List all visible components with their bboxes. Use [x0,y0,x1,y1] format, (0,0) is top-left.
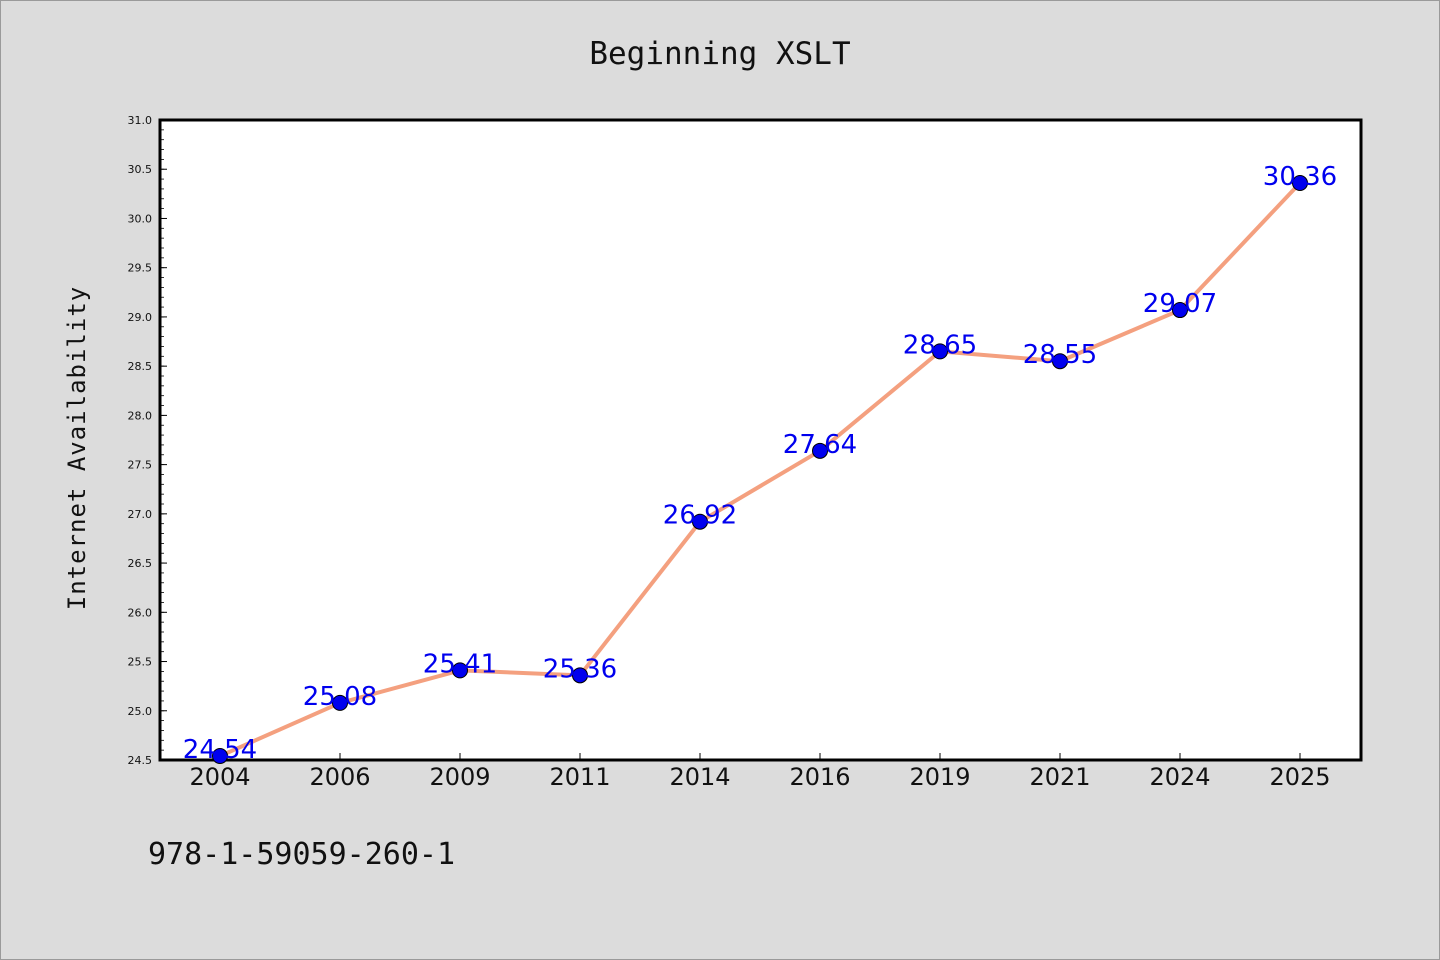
y-axis-label: Internet Availability [63,286,91,610]
data-label: 25.08 [303,682,377,712]
y-tick-label: 24.5 [128,754,153,767]
y-tick-label: 30.0 [128,212,153,225]
data-label: 24.54 [183,735,257,765]
data-point [332,694,348,711]
x-tick-label: 2024 [1149,763,1210,791]
data-label: 29.07 [1143,289,1217,319]
x-tick-label: 2004 [189,763,250,791]
y-tick-label: 25.5 [128,656,153,669]
data-point [572,667,588,684]
x-tick-label: 2016 [789,763,850,791]
plot-area [158,118,1363,762]
x-axis-ticks: 2004 2006 2009 2011 2014 2016 2019 2021 2024 2025 [189,753,1331,791]
x-tick-label: 2021 [1029,763,1090,791]
y-tick-label: 31.0 [128,114,153,127]
data-point [212,748,228,765]
series-layer [212,175,1308,765]
data-label: 25.41 [423,649,497,679]
x-tick-label: 2006 [309,763,370,791]
data-label: 27.64 [783,430,857,460]
data-point [812,442,828,459]
data-label: 28.55 [1023,340,1097,370]
y-tick-label: 28.0 [128,409,153,422]
data-label: 25.36 [543,654,617,684]
data-label: 30.36 [1263,162,1337,192]
y-tick-label: 26.0 [128,606,153,619]
y-tick-label: 28.5 [128,360,153,373]
data-point [932,343,948,360]
y-tick-label: 29.0 [128,311,153,324]
x-tick-label: 2009 [429,763,490,791]
x-tick-label: 2025 [1269,763,1330,791]
data-point [1172,302,1188,319]
data-point [1292,175,1308,192]
data-labels: 24.54 25.08 25.41 25.36 26.92 27.64 28.65 28.55… [183,162,1337,765]
chart-title: Beginning XSLT [589,36,850,72]
x-tick-label: 2011 [549,763,610,791]
y-tick-label: 26.5 [128,557,153,570]
y-tick-label: 30.5 [128,163,153,176]
y-axis-ticks: 24.5 25.0 25.5 26.0 26.5 27.0 27.5 28.0 28.5 29.0… [128,114,167,767]
data-label: 28.65 [903,330,977,360]
y-tick-label: 27.0 [128,508,153,521]
data-point [692,513,708,530]
x-tick-label: 2019 [909,763,970,791]
data-point [1052,353,1068,370]
y-tick-label: 27.5 [128,459,153,472]
y-tick-label: 29.5 [128,262,153,275]
y-tick-label: 25.0 [128,705,153,718]
data-point [452,662,468,679]
footnote-isbn: 978-1-59059-260-1 [148,837,455,872]
x-tick-label: 2014 [669,763,730,791]
series-line [219,181,1302,758]
data-label: 26.92 [663,501,737,531]
